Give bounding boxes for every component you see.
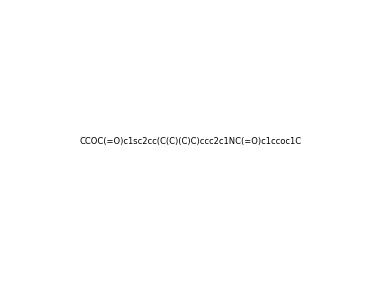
Text: CCOC(=O)c1sc2cc(C(C)(C)C)ccc2c1NC(=O)c1ccoc1C: CCOC(=O)c1sc2cc(C(C)(C)C)ccc2c1NC(=O)c1c… [80, 137, 302, 146]
